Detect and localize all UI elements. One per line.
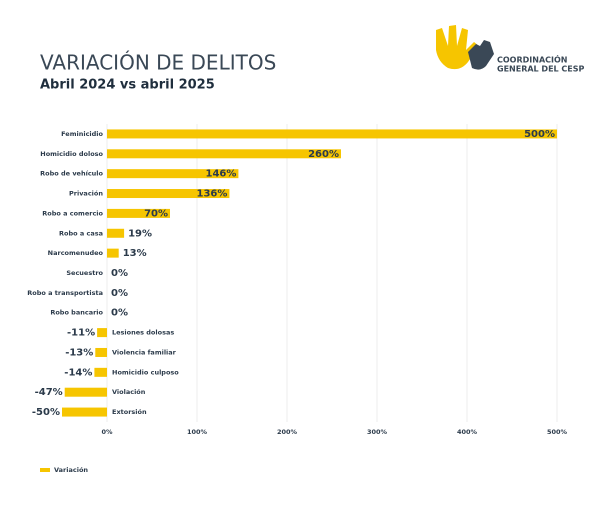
category-label: Extorsión bbox=[112, 408, 147, 416]
category-label: Feminicidio bbox=[61, 130, 103, 138]
x-tick-label: 100% bbox=[187, 428, 208, 436]
bar bbox=[94, 367, 107, 377]
chart-subtitle: Abril 2024 vs abril 2025 bbox=[40, 78, 215, 93]
data-label: 13% bbox=[123, 248, 147, 259]
data-label: 0% bbox=[111, 288, 128, 299]
data-label: -14% bbox=[64, 367, 92, 378]
data-label: 0% bbox=[111, 268, 128, 279]
category-label: Homicidio culposo bbox=[112, 368, 179, 376]
category-label: Violación bbox=[112, 388, 146, 396]
data-label: -13% bbox=[65, 347, 93, 358]
x-tick-label: 500% bbox=[547, 428, 568, 436]
data-label: 19% bbox=[128, 228, 152, 239]
category-label: Robo de vehículo bbox=[40, 170, 103, 178]
data-label: -11% bbox=[67, 328, 95, 339]
logo-text: GENERAL DEL CESP bbox=[497, 65, 585, 74]
bar bbox=[62, 407, 107, 417]
data-label: 146% bbox=[205, 169, 236, 180]
x-tick-label: 200% bbox=[277, 428, 298, 436]
bar bbox=[107, 248, 119, 258]
x-tick-label: 0% bbox=[101, 428, 113, 436]
category-label: Robo a transportista bbox=[27, 289, 103, 297]
data-label: -47% bbox=[35, 387, 63, 398]
category-label: Robo a comercio bbox=[42, 209, 103, 217]
bar bbox=[107, 208, 170, 218]
data-label: -50% bbox=[32, 407, 60, 418]
bar bbox=[97, 328, 107, 338]
category-label: Robo a casa bbox=[59, 229, 103, 237]
bar bbox=[107, 129, 557, 139]
category-label: Violencia familiar bbox=[112, 348, 177, 356]
data-label: 0% bbox=[111, 308, 128, 319]
data-label: 260% bbox=[308, 149, 339, 160]
category-label: Robo bancario bbox=[50, 309, 103, 317]
category-label: Homicidio doloso bbox=[40, 150, 103, 158]
legend-label: Variación bbox=[54, 466, 88, 474]
bar bbox=[107, 149, 341, 159]
bar bbox=[64, 387, 107, 397]
category-label: Privación bbox=[69, 190, 103, 198]
bar bbox=[95, 347, 107, 357]
data-label: 136% bbox=[196, 189, 227, 200]
x-tick-label: 300% bbox=[367, 428, 388, 436]
category-label: Lesiones dolosas bbox=[112, 329, 174, 337]
bar bbox=[107, 228, 125, 238]
logo: COORDINACIÓN GENERAL DEL CESP bbox=[436, 25, 585, 74]
category-label: Secuestro bbox=[66, 269, 103, 277]
data-label: 500% bbox=[524, 129, 555, 140]
x-tick-label: 400% bbox=[457, 428, 478, 436]
bar bbox=[107, 189, 230, 199]
category-label: Narcomenudeo bbox=[48, 249, 104, 257]
legend-swatch bbox=[40, 468, 50, 472]
bar bbox=[107, 169, 239, 179]
chart-title: VARIACIÓN DE DELITOS bbox=[40, 51, 276, 75]
logo-text: COORDINACIÓN bbox=[497, 54, 567, 65]
data-label: 70% bbox=[144, 208, 168, 219]
